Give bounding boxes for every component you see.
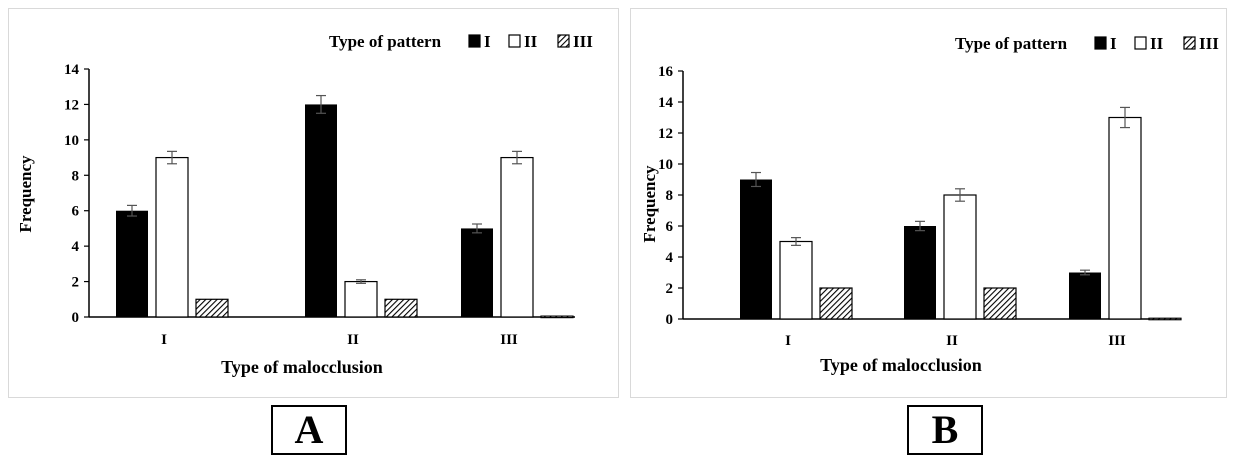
- y-tick-label: 10: [64, 133, 79, 149]
- x-tick-label: III: [1108, 333, 1126, 349]
- y-tick-label: 2: [666, 281, 674, 297]
- error-bar: [791, 237, 801, 246]
- legend-label-I: I: [1110, 34, 1117, 53]
- y-tick-label: 0: [72, 310, 80, 326]
- legend-label-I: I: [484, 32, 491, 51]
- legend-label-III: III: [573, 32, 593, 51]
- x-tick-label: I: [161, 332, 167, 348]
- legend-swatch-III: [557, 34, 570, 48]
- y-tick-label: 8: [666, 188, 674, 204]
- bar-series-II-cat-III: [500, 156, 534, 318]
- error-bar: [167, 150, 177, 165]
- error-bar: [512, 150, 522, 165]
- bar-series-II-cat-II: [943, 194, 977, 320]
- x-axis-label: Type of malocclusion: [820, 355, 982, 375]
- error-bar: [356, 279, 366, 284]
- bar-series-III-cat-I: [195, 298, 229, 318]
- legend-swatch-II: [508, 34, 521, 48]
- y-tick-label: 12: [64, 97, 79, 113]
- y-axis-label: Frequency: [640, 165, 659, 243]
- bar-series-III-cat-III: [1148, 317, 1182, 321]
- error-bar: [915, 220, 925, 232]
- y-tick-label: 4: [72, 239, 80, 255]
- bar-series-I-cat-III: [461, 228, 493, 317]
- error-bar: [472, 223, 482, 234]
- bar-series-II-cat-III: [1108, 116, 1142, 320]
- y-tick-label: 0: [666, 312, 674, 328]
- panel-label-b: B: [907, 405, 983, 455]
- legend-swatch-I: [1094, 36, 1107, 50]
- chart-panel-b: 0 2 4 6 8 10 12 14 16 I II III Frequency Type of malo…: [630, 8, 1227, 398]
- y-tick-label: 8: [72, 168, 80, 184]
- legend-swatch-II: [1134, 36, 1147, 50]
- legend-label-II: II: [524, 32, 538, 51]
- error-bar: [1120, 106, 1130, 129]
- error-bar: [1080, 269, 1090, 276]
- y-axis-label: Frequency: [16, 155, 35, 233]
- legend-title: Type of pattern: [955, 34, 1068, 53]
- bar-series-III-cat-III: [540, 315, 574, 319]
- y-tick-label: 14: [64, 62, 80, 78]
- bar-series-II-cat-I: [779, 240, 813, 320]
- legend-swatch-III: [1183, 36, 1196, 50]
- y-tick-label: 6: [666, 219, 674, 235]
- bar-series-I-cat-I: [116, 210, 148, 317]
- legend-label-III: III: [1199, 34, 1219, 53]
- x-axis-label: Type of malocclusion: [221, 357, 383, 377]
- bar-series-I-cat-II: [904, 226, 936, 319]
- error-bar: [955, 188, 965, 202]
- bar-series-II-cat-I: [155, 156, 189, 318]
- x-tick-label: III: [500, 332, 518, 348]
- legend-swatch-I: [468, 34, 481, 48]
- error-bar: [316, 94, 326, 114]
- bar-series-III-cat-II: [384, 298, 418, 318]
- y-tick-label: 2: [72, 275, 80, 291]
- x-tick-label: II: [347, 332, 359, 348]
- y-tick-label: 4: [666, 250, 674, 266]
- bar-series-I-cat-III: [1069, 272, 1101, 319]
- y-tick-label: 12: [658, 126, 673, 142]
- bar-series-III-cat-I: [819, 287, 853, 320]
- error-bar: [751, 171, 761, 188]
- chart-panel-a: 0 2 4 6 8 10 12 14 I II III Frequency Type of malocc…: [8, 8, 619, 398]
- bar-series-I-cat-I: [740, 179, 772, 319]
- bar-series-II-cat-II: [344, 280, 378, 318]
- panel-label-a: A: [271, 405, 347, 455]
- bar-series-I-cat-II: [305, 104, 337, 317]
- y-tick-label: 6: [72, 204, 80, 220]
- y-tick-label: 16: [658, 64, 674, 80]
- y-tick-label: 14: [658, 95, 674, 111]
- legend-label-II: II: [1150, 34, 1164, 53]
- legend-title: Type of pattern: [329, 32, 442, 51]
- error-bar: [127, 204, 137, 217]
- y-tick-label: 10: [658, 157, 673, 173]
- bar-series-III-cat-II: [983, 287, 1017, 320]
- x-tick-label: I: [785, 333, 791, 349]
- x-tick-label: II: [946, 333, 958, 349]
